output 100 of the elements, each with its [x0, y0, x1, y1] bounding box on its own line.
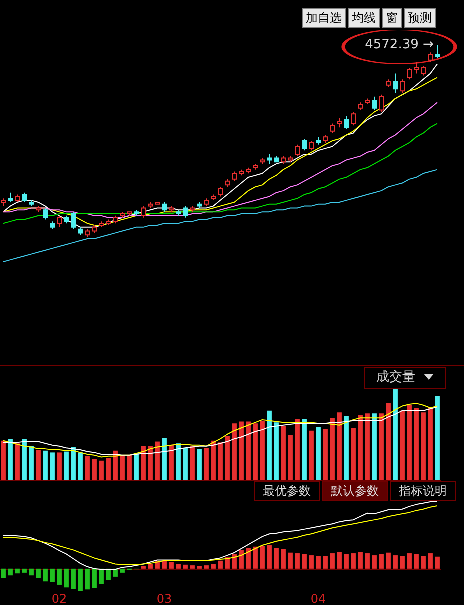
bar: [190, 566, 195, 569]
candlestick: [36, 206, 41, 213]
candlestick: [407, 68, 412, 80]
bar: [141, 566, 146, 569]
candlestick: [372, 96, 377, 111]
bar: [344, 416, 349, 480]
bar: [246, 548, 251, 569]
bar: [407, 554, 412, 569]
bar: [197, 449, 202, 480]
bar: [29, 446, 34, 480]
candlestick: [232, 171, 237, 182]
bar: [365, 414, 370, 480]
bar: [288, 435, 293, 480]
bar: [190, 446, 195, 480]
candlestick: [253, 164, 258, 170]
candlestick: [162, 202, 167, 213]
bar: [85, 568, 90, 590]
candlestick: [337, 117, 342, 128]
bar: [8, 568, 13, 576]
bar: [435, 396, 440, 480]
candlestick: [421, 66, 426, 76]
candlestick: [246, 167, 251, 174]
bar: [64, 568, 69, 588]
candlestick: [176, 210, 181, 216]
bar: [183, 564, 188, 569]
bar: [400, 410, 405, 480]
candlestick: [15, 194, 20, 203]
candlestick: [8, 192, 13, 203]
bar: [71, 568, 76, 589]
bar: [78, 452, 83, 480]
bar: [43, 450, 48, 480]
bar: [155, 442, 160, 480]
bar: [232, 554, 237, 569]
bar: [281, 550, 286, 569]
bar: [225, 436, 230, 480]
candlestick: [43, 208, 48, 220]
bar: [421, 556, 426, 569]
bar: [218, 442, 223, 480]
candlestick: [120, 212, 125, 218]
bar: [386, 404, 391, 480]
bar: [176, 444, 181, 480]
bar: [435, 556, 440, 569]
bar: [169, 562, 174, 569]
bar: [386, 552, 391, 569]
candlestick: [127, 212, 132, 216]
candlestick: [358, 102, 363, 111]
bar: [428, 407, 433, 480]
bar: [99, 460, 104, 480]
bar: [50, 452, 55, 480]
candlestick: [99, 221, 104, 228]
candlestick: [148, 202, 153, 209]
bar: [407, 405, 412, 480]
candlestick: [414, 62, 419, 74]
candlestick: [218, 186, 223, 198]
text: 默认参数: [322, 481, 388, 501]
bar: [274, 548, 279, 569]
bar: [421, 412, 426, 480]
bar: [43, 568, 48, 582]
candlestick: [302, 138, 307, 152]
bar: [274, 422, 279, 480]
candlestick: [435, 44, 440, 59]
bar: [176, 564, 181, 569]
candlestick: [400, 79, 405, 94]
bar: [372, 414, 377, 480]
candlestick: [295, 144, 300, 157]
chart-title: 成交量: [364, 367, 446, 389]
bar: [414, 554, 419, 569]
bar: [239, 550, 244, 569]
x-tick-label: 02: [52, 592, 68, 605]
bar: [29, 568, 34, 576]
bar: [330, 554, 335, 569]
candlestick: [309, 140, 314, 152]
bar: [393, 389, 398, 480]
candlestick: [29, 200, 34, 207]
bar: [344, 554, 349, 569]
bar: [36, 450, 41, 480]
bar: [309, 430, 314, 480]
bar: [1, 568, 6, 578]
bar: [78, 568, 83, 591]
candlestick: [225, 178, 230, 188]
candlestick: [64, 215, 69, 224]
bar: [253, 546, 258, 569]
text: 预测: [404, 8, 436, 28]
bar: [260, 546, 265, 569]
candlestick: [50, 221, 55, 230]
bar: [113, 450, 118, 480]
x-tick-label: 04: [310, 592, 326, 605]
candlestick: [22, 192, 27, 203]
bar: [337, 552, 342, 569]
bar: [211, 564, 216, 569]
bar: [358, 552, 363, 569]
text: 均线: [348, 8, 380, 28]
bar: [22, 439, 27, 480]
bar: [162, 438, 167, 480]
candlestick: [92, 225, 97, 234]
bar: [379, 414, 384, 480]
candlestick: [183, 206, 188, 218]
bar: [337, 412, 342, 480]
bar: [246, 422, 251, 480]
bar: [365, 554, 370, 569]
